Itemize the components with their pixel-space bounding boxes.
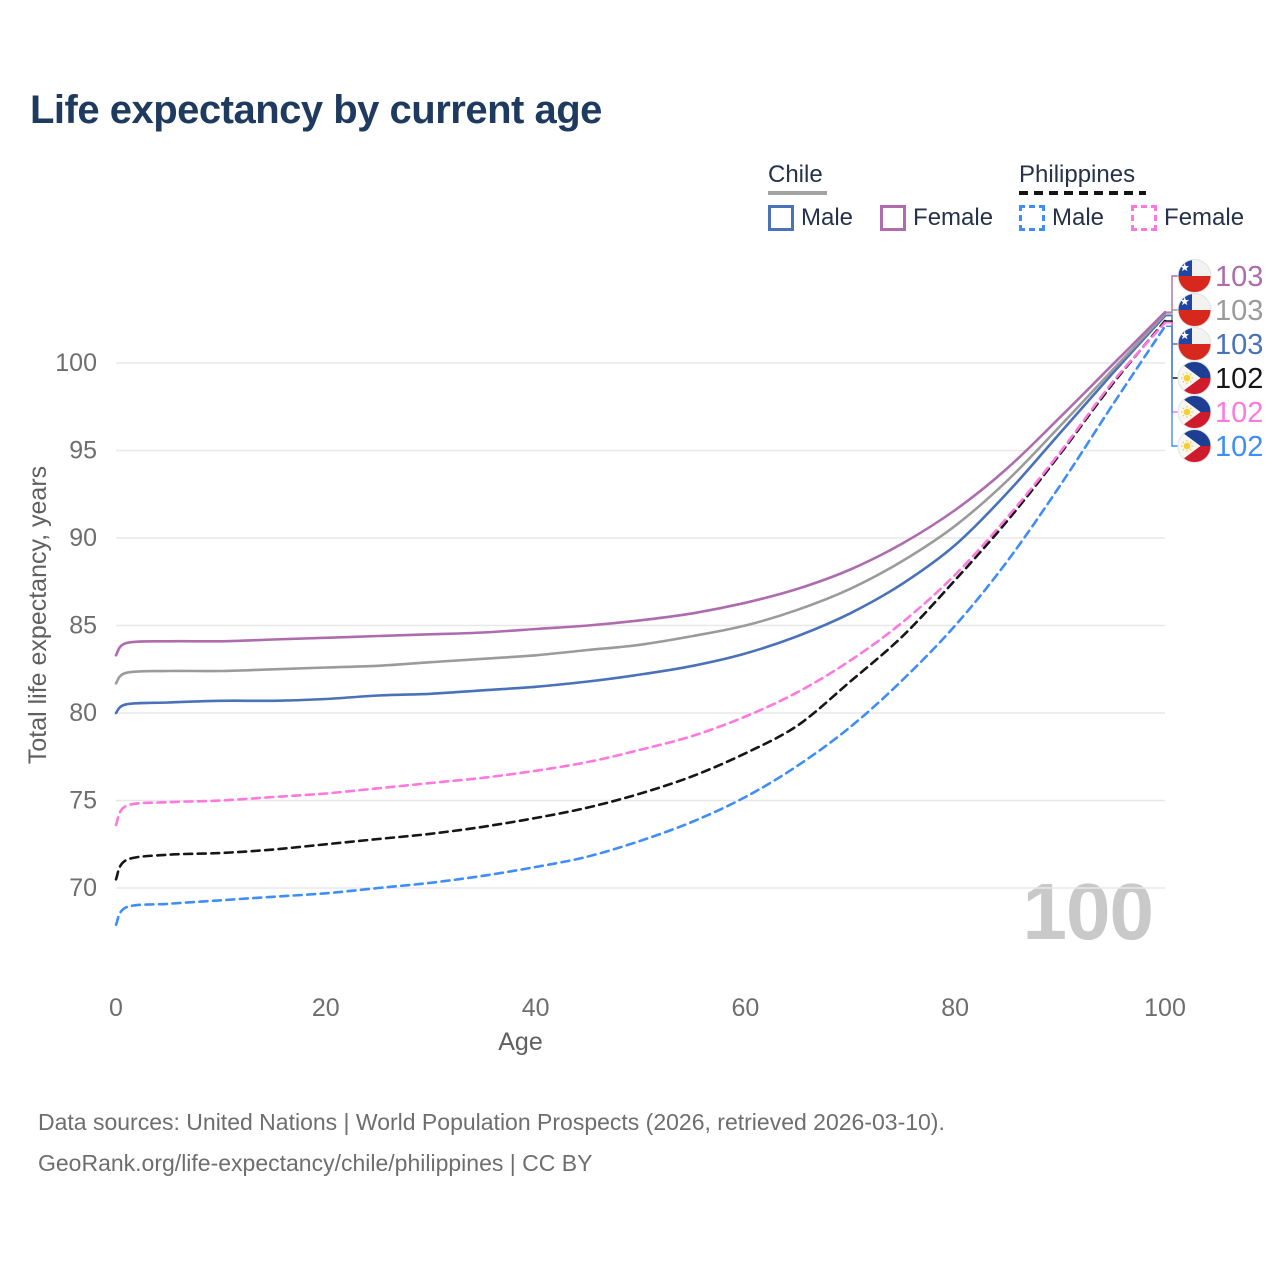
data-source-footer: Data sources: United Nations | World Pop… (38, 1102, 945, 1184)
leader-line-chile-female (1166, 275, 1178, 313)
footer-line-1: Data sources: United Nations | World Pop… (38, 1109, 945, 1135)
hover-age-watermark: 100 (1022, 867, 1154, 956)
x-tick-label-40: 40 (522, 994, 550, 1022)
philippines-dashed-line-swatch (1019, 191, 1146, 195)
x-tick-label-80: 80 (941, 994, 969, 1022)
series-line-philippines-all[interactable] (114, 319, 1167, 881)
series-line-chile-all[interactable] (114, 312, 1167, 685)
flag-philippines-icon (1177, 361, 1212, 395)
flag-chile-icon (1177, 327, 1212, 361)
chile-solid-line-swatch (768, 191, 827, 195)
page-title: Life expectancy by current age (30, 88, 602, 132)
legend-item-philippines-female[interactable]: Female (1131, 204, 1244, 232)
end-value-label-philippines-male: 102 (1215, 431, 1263, 463)
end-value-label-philippines-all: 102 (1215, 363, 1263, 395)
end-value-label-chile-male: 103 (1215, 329, 1263, 361)
series-line-philippines-female[interactable] (114, 321, 1167, 827)
flag-philippines-icon (1177, 395, 1212, 429)
legend-group-chile: Chile Male Female (768, 162, 993, 232)
y-tick-label-70: 70 (69, 874, 97, 902)
legend-chile-label[interactable]: Chile (768, 162, 993, 195)
y-tick-label-90: 90 (69, 524, 97, 552)
footer-line-2: GeoRank.org/life-expectancy/chile/philip… (38, 1150, 593, 1176)
chile-male-swatch-icon (768, 205, 794, 231)
legend-philippines-label[interactable]: Philippines (1019, 162, 1244, 195)
chile-female-swatch-icon (880, 205, 907, 231)
series-line-chile-female[interactable] (114, 310, 1167, 657)
legend-item-chile-female[interactable]: Female (880, 204, 993, 232)
leader-line-chile-all (1166, 309, 1178, 315)
philippines-male-swatch-icon (1019, 205, 1045, 231)
end-value-label-philippines-female: 102 (1215, 397, 1263, 429)
x-tick-label-60: 60 (731, 994, 759, 1022)
x-tick-label-20: 20 (312, 994, 340, 1022)
series-line-chile-male[interactable] (114, 314, 1167, 715)
flag-chile-icon (1177, 293, 1212, 327)
y-tick-label-100: 100 (55, 349, 97, 377)
x-axis-label: Age (498, 1028, 542, 1056)
end-value-label-chile-all: 103 (1215, 295, 1263, 327)
leader-line-philippines-male (1166, 325, 1178, 447)
y-tick-label-80: 80 (69, 699, 97, 727)
flag-philippines-icon (1177, 429, 1212, 463)
philippines-female-swatch-icon (1131, 205, 1158, 231)
y-tick-label-85: 85 (69, 612, 97, 640)
end-value-label-chile-female: 103 (1215, 261, 1263, 293)
y-axis-label: Total life expectancy, years (24, 466, 52, 764)
legend-item-chile-male[interactable]: Male (768, 204, 853, 232)
legend-item-philippines-male[interactable]: Male (1019, 204, 1104, 232)
y-tick-label-95: 95 (69, 437, 97, 465)
x-tick-label-0: 0 (109, 994, 123, 1022)
x-tick-label-100: 100 (1144, 994, 1186, 1022)
y-tick-label-75: 75 (69, 787, 97, 815)
legend-group-philippines: Philippines Male Female (1019, 162, 1244, 232)
series-line-philippines-male[interactable] (114, 325, 1167, 926)
flag-chile-icon (1177, 259, 1212, 293)
